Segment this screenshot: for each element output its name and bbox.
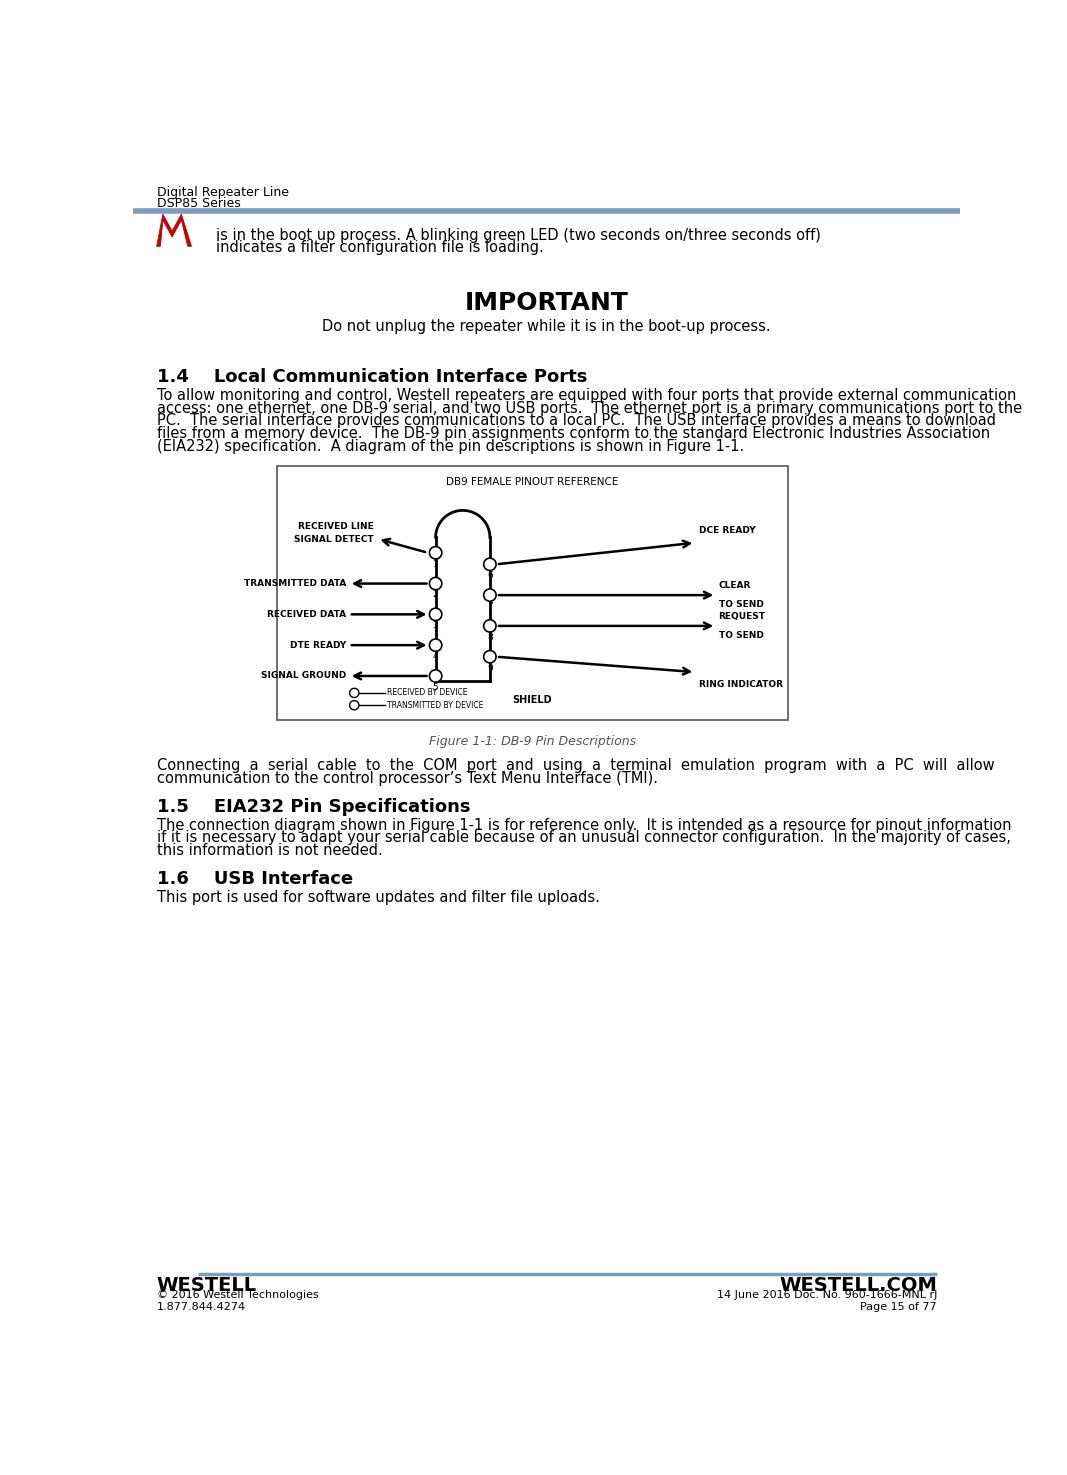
Text: SHIELD: SHIELD (512, 695, 553, 705)
Text: Do not unplug the repeater while it is in the boot-up process.: Do not unplug the repeater while it is i… (322, 319, 770, 333)
Text: Digital Repeater Line: Digital Repeater Line (157, 186, 289, 199)
Text: communication to the control processor’s Text Menu Interface (TMI).: communication to the control processor’s… (157, 771, 657, 786)
Text: TRANSMITTED DATA: TRANSMITTED DATA (244, 580, 347, 589)
Text: CLEAR: CLEAR (718, 581, 751, 590)
Text: SIGNAL GROUND: SIGNAL GROUND (261, 671, 347, 680)
Bar (276, 466, 789, 720)
Text: RECEIVED BY DEVICE: RECEIVED BY DEVICE (387, 689, 467, 698)
Text: 5: 5 (433, 683, 439, 692)
Text: files from a memory device.  The DB-9 pin assignments conform to the standard El: files from a memory device. The DB-9 pin… (157, 426, 990, 441)
Text: This port is used for software updates and filter file uploads.: This port is used for software updates a… (157, 889, 600, 904)
Text: © 2016 Westell Technologies: © 2016 Westell Technologies (157, 1289, 318, 1299)
Text: IMPORTANT: IMPORTANT (464, 291, 628, 316)
Text: 8: 8 (487, 633, 493, 642)
Circle shape (429, 670, 442, 681)
Text: 1.4    Local Communication Interface Ports: 1.4 Local Communication Interface Ports (157, 367, 587, 386)
Text: access: one ethernet, one DB-9 serial, and two USB ports.  The ethernet port is : access: one ethernet, one DB-9 serial, a… (157, 401, 1022, 416)
Text: RING INDICATOR: RING INDICATOR (699, 680, 783, 689)
Text: 7: 7 (487, 602, 493, 611)
Text: 4: 4 (433, 652, 439, 661)
Text: REQUEST: REQUEST (718, 612, 765, 621)
Text: Figure 1-1: DB-9 Pin Descriptions: Figure 1-1: DB-9 Pin Descriptions (429, 735, 636, 748)
Text: TO SEND: TO SEND (718, 600, 763, 609)
Text: this information is not needed.: this information is not needed. (157, 844, 382, 858)
Circle shape (429, 577, 442, 590)
Text: 14 June 2016 Doc. No. 960-1666-MNL rJ: 14 June 2016 Doc. No. 960-1666-MNL rJ (717, 1289, 937, 1299)
Text: DCE READY: DCE READY (699, 527, 755, 535)
Circle shape (350, 689, 359, 698)
Circle shape (483, 589, 496, 602)
Circle shape (429, 639, 442, 652)
Text: RECEIVED LINE: RECEIVED LINE (298, 522, 373, 531)
Text: 3: 3 (433, 621, 439, 630)
Text: To allow monitoring and control, Westell repeaters are equipped with four ports : To allow monitoring and control, Westell… (157, 388, 1016, 403)
Text: Page 15 of 77: Page 15 of 77 (860, 1302, 937, 1311)
Text: DTE READY: DTE READY (290, 640, 347, 649)
Text: 2: 2 (433, 590, 439, 599)
Text: (EIA232) specification.  A diagram of the pin descriptions is shown in Figure 1-: (EIA232) specification. A diagram of the… (157, 438, 744, 454)
Text: DB9 FEMALE PINOUT REFERENCE: DB9 FEMALE PINOUT REFERENCE (446, 476, 619, 487)
Text: Connecting  a  serial  cable  to  the  COM  port  and  using  a  terminal  emula: Connecting a serial cable to the COM por… (157, 758, 994, 773)
Text: 6: 6 (487, 571, 493, 580)
Text: SIGNAL DETECT: SIGNAL DETECT (294, 534, 373, 543)
Text: WESTELL: WESTELL (157, 1276, 257, 1295)
Text: 1.877.844.4274: 1.877.844.4274 (157, 1302, 245, 1311)
Polygon shape (157, 214, 191, 246)
Text: The connection diagram shown in Figure 1-1 is for reference only.  It is intende: The connection diagram shown in Figure 1… (157, 817, 1012, 833)
Text: 1.5    EIA232 Pin Specifications: 1.5 EIA232 Pin Specifications (157, 798, 471, 816)
Text: 1.6    USB Interface: 1.6 USB Interface (157, 870, 353, 888)
Circle shape (429, 608, 442, 621)
Text: TRANSMITTED BY DEVICE: TRANSMITTED BY DEVICE (387, 701, 483, 709)
Text: is in the boot up process. A blinking green LED (two seconds on/three seconds of: is in the boot up process. A blinking gr… (217, 227, 822, 243)
Text: RECEIVED DATA: RECEIVED DATA (268, 609, 347, 620)
Circle shape (350, 701, 359, 709)
Text: DSP85 Series: DSP85 Series (157, 198, 240, 209)
Text: WESTELL.COM: WESTELL.COM (779, 1276, 937, 1295)
Text: 1: 1 (433, 559, 439, 569)
Circle shape (429, 547, 442, 559)
Text: TO SEND: TO SEND (718, 630, 763, 640)
Text: 9: 9 (487, 664, 493, 673)
Text: if it is necessary to adapt your serial cable because of an unusual connector co: if it is necessary to adapt your serial … (157, 830, 1010, 845)
Text: PC.  The serial interface provides communications to a local PC.  The USB interf: PC. The serial interface provides commun… (157, 413, 996, 428)
Circle shape (483, 558, 496, 571)
Circle shape (483, 650, 496, 662)
Circle shape (483, 620, 496, 633)
Text: indicates a filter configuration file is loading.: indicates a filter configuration file is… (217, 240, 544, 255)
